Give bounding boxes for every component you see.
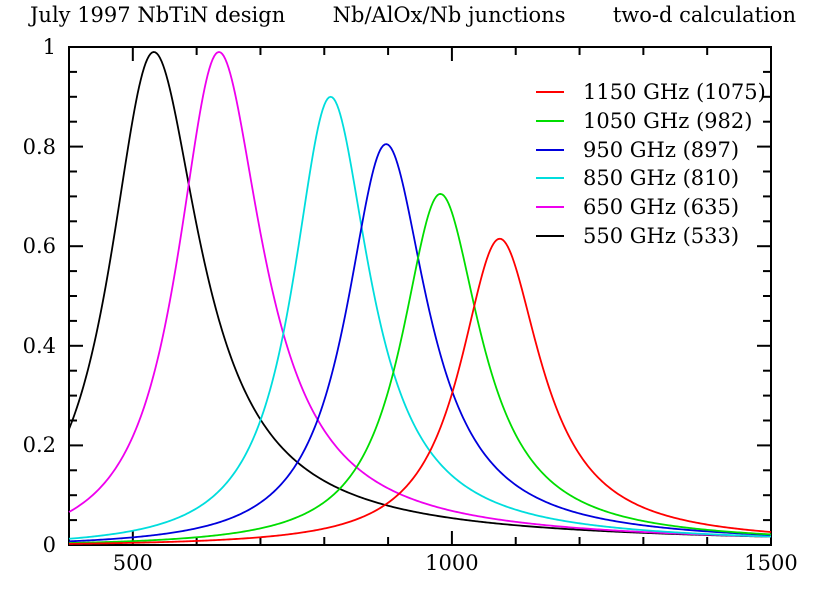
- legend-label: 550 GHz (533): [583, 223, 740, 248]
- legend-label: 1050 GHz (982): [583, 109, 753, 134]
- series-line-1150ghz: [68, 237, 772, 545]
- plot-svg: [68, 46, 772, 546]
- legend-line-swatch: [536, 91, 564, 94]
- y-tick-label: 0.8: [22, 134, 56, 159]
- series-line-950ghz: [68, 143, 772, 543]
- chart-title: July 1997 NbTiN design Nb/AlOx/Nb juncti…: [30, 2, 796, 28]
- legend-line-swatch: [536, 234, 564, 237]
- legend-line-swatch: [536, 177, 564, 180]
- title-segment-calculation: two-d calculation: [612, 3, 796, 27]
- y-tick-label: 1: [42, 35, 56, 59]
- title-segment-design: July 1997 NbTiN design: [30, 3, 286, 27]
- y-tick-label: 0.2: [22, 433, 56, 458]
- plot-area: [68, 46, 772, 547]
- y-tick-label: 0.4: [22, 333, 56, 358]
- legend-line-swatch: [536, 120, 564, 123]
- title-segment-junctions: Nb/AlOx/Nb junctions: [332, 3, 566, 27]
- x-tick-label: 1500: [744, 551, 798, 575]
- legend-line-swatch: [536, 206, 564, 209]
- legend-label: 950 GHz (897): [583, 137, 740, 162]
- x-tick-label: 500: [112, 551, 153, 575]
- series-line-850ghz: [68, 95, 772, 540]
- legend-item: 950 GHz (897): [536, 135, 766, 164]
- legend-item: 550 GHz (533): [536, 221, 766, 250]
- series-line-1050ghz: [68, 193, 772, 544]
- legend-line-swatch: [536, 148, 564, 151]
- legend-label: 650 GHz (635): [583, 195, 740, 220]
- x-tick-label: 1000: [425, 551, 479, 575]
- y-tick-label: 0.6: [22, 234, 56, 259]
- legend-item: 1150 GHz (1075): [536, 78, 766, 107]
- series-line-650ghz: [68, 51, 772, 538]
- legend: 1150 GHz (1075) 1050 GHz (982) 950 GHz (89…: [536, 78, 766, 250]
- legend-item: 850 GHz (810): [536, 164, 766, 193]
- legend-label: 850 GHz (810): [583, 166, 740, 191]
- legend-label: 1150 GHz (1075): [583, 80, 766, 105]
- axes-box: [68, 46, 772, 546]
- y-tick-label: 0: [42, 533, 56, 557]
- legend-item: 1050 GHz (982): [536, 107, 766, 136]
- legend-item: 650 GHz (635): [536, 193, 766, 222]
